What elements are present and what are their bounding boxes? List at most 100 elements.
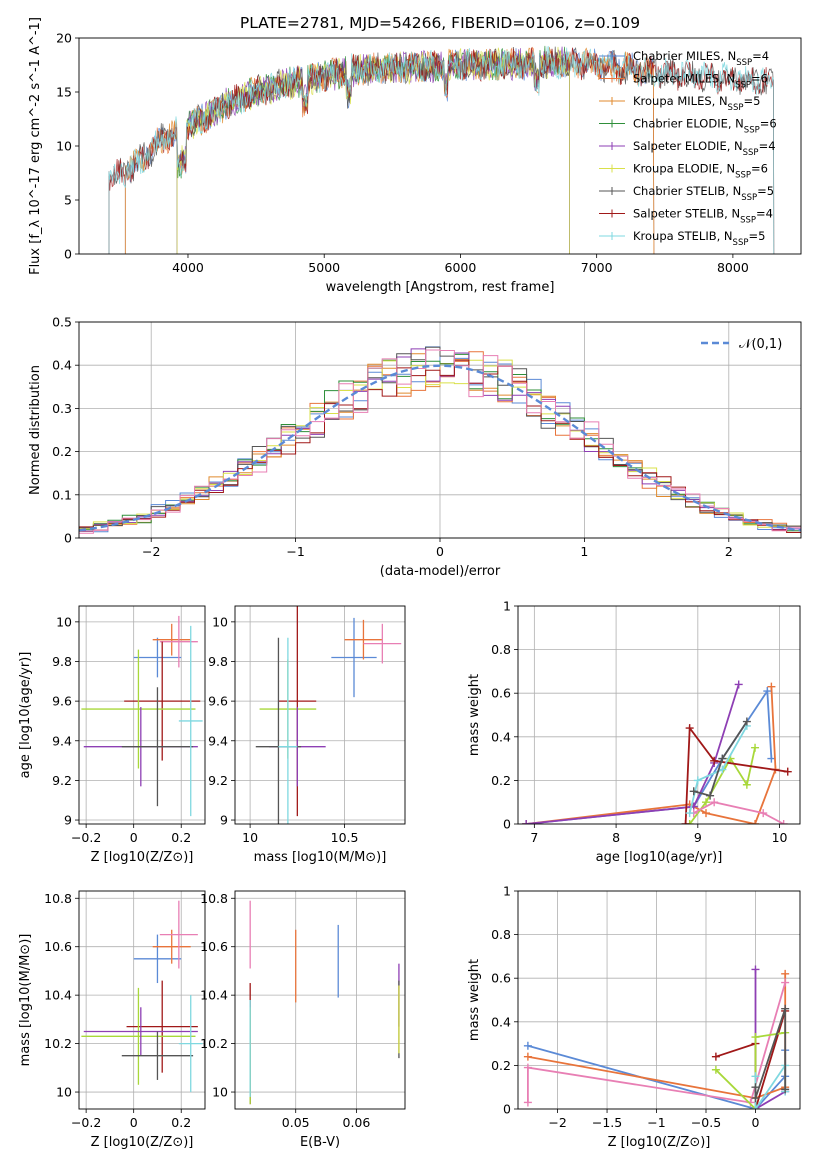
y-tick-label: 10 [56,614,72,629]
y-tick-label: 10.4 [44,988,72,1003]
x-tick-label: 1 [580,544,588,559]
y-tick-label: 10 [56,139,72,154]
y-axis-label: mass weight [467,674,482,756]
x-tick-label: 7000 [581,260,613,275]
y-axis-label: mass [log10(M/M⊙)] [18,934,33,1067]
y-axis-label: Normed distribution [28,365,43,495]
weight-line [688,725,748,814]
y-tick-label: 0.8 [491,642,511,657]
plot-area [81,615,203,817]
weight-line [754,1008,787,1099]
weight-line [754,969,786,1109]
weight-marker [751,965,760,974]
weight-line [526,684,740,824]
weight-marker [685,724,694,733]
weight-marker [523,1098,532,1107]
x-tick-label: 10 [242,830,258,845]
legend-label: Salpeter MILES, NSSP=6 [633,72,768,91]
weight-marker [681,820,690,824]
x-tick-label: −1 [286,544,304,559]
y-tick-label: 10.6 [44,939,72,954]
plot-area [81,900,203,1093]
plot-area [522,680,792,824]
x-tick-label: 0.05 [282,1115,310,1130]
y-axis-label: mass weight [467,959,482,1041]
weight-marker [711,1065,720,1074]
y-tick-label: 15 [56,85,72,100]
weight-marker [710,798,719,807]
weight-line [715,1010,787,1109]
weight-line [526,686,777,824]
x-axis-label: age [log10(age/yr)] [596,850,723,865]
plot-spectrum: 4000 5000 6000 7000 8000 0 5 10 15 20 wavelength [… [28,17,802,295]
y-tick-label: 9 [220,813,228,828]
x-tick-label: 0.06 [343,1115,371,1130]
weight-marker [742,780,751,789]
legend-label: Kroupa MILES, NSSP=5 [633,94,760,113]
weight-marker [781,1085,790,1094]
normal-curve [79,364,801,532]
axes-frame [78,890,206,1110]
weight-marker [702,809,710,818]
y-tick-label: 0.4 [491,729,511,744]
plot-area [79,346,801,538]
weight-marker [523,1052,532,1061]
y-tick-label: 9.2 [208,773,228,788]
y-tick-label: 10.4 [200,988,228,1003]
spectrum-line [124,47,655,254]
plot-area [255,606,402,824]
x-tick-label: 8000 [717,260,749,275]
y-tick-label: 0.2 [52,444,72,459]
y-tick-label: 9.2 [52,773,72,788]
x-tick-label: −2 [142,544,160,559]
x-tick-label: 4000 [172,260,204,275]
weight-line [684,725,788,824]
plot-residuals: −2 −1 0 1 2 0 0.1 0.2 0.3 0.4 0.5 (data-model)/erro… [28,315,802,579]
y-tick-label: 10 [56,1085,72,1100]
x-tick-label: 0 [130,830,138,845]
y-axis-label: age [log10(age/yr)] [18,652,33,779]
x-tick-label: 5000 [308,260,340,275]
weight-marker [751,1094,760,1103]
y-tick-label: 1 [503,599,511,614]
weight-marker [751,1072,760,1081]
y-tick-label: 0.5 [52,315,72,330]
weight-marker [718,754,727,763]
y-tick-label: 5 [64,193,72,208]
y-tick-label: 10.2 [200,1036,228,1051]
y-tick-label: 1 [503,884,511,899]
x-axis-label: wavelength [Angstrom, rest frame] [326,280,555,295]
plot-mass_age: 10 10.5 9 9.2 9.4 9.6 9.8 10 mass [log10(M/M⊙)] [208,605,406,865]
weight-marker [710,756,719,765]
legend-label: Chabrier ELODIE, NSSP=6 [633,117,777,136]
axes-frame [78,605,206,825]
plot-ebv_mass: 0.05 0.06 10 10.2 10.4 10.6 10.8 E(B-V) [200,890,406,1150]
weight-line [693,721,748,797]
weight-line [527,982,787,1104]
spectrum-line [124,48,655,254]
x-tick-label: 8 [612,830,620,845]
x-tick-label: −1.5 [592,1115,622,1130]
x-axis-label: Z [log10(Z/Z⊙)] [91,1135,194,1150]
y-tick-label: 9.8 [208,654,228,669]
weight-marker [689,787,698,796]
weight-marker [523,1041,532,1050]
weight-marker [751,1105,760,1109]
axes-frame [78,321,802,539]
x-axis-label: mass [log10(M/M⊙)] [254,850,387,865]
x-axis-label: Z [log10(Z/Z⊙)] [608,1135,711,1150]
y-tick-label: 9 [64,813,72,828]
y-axis-label: Flux [f_λ 10^-17 erg cm^-2 s^-1 A^-1] [28,17,43,275]
y-tick-label: 10.6 [200,939,228,954]
histogram-series [79,349,801,538]
y-tick-label: 0 [64,247,72,262]
x-tick-label: 9 [694,830,702,845]
x-tick-label: 0 [130,1115,138,1130]
x-tick-label: −2 [548,1115,566,1130]
weight-marker [693,776,702,785]
y-tick-label: 9.4 [208,733,228,748]
weight-marker [767,682,776,691]
x-tick-label: 0.2 [171,1115,191,1130]
weight-line [693,801,785,824]
